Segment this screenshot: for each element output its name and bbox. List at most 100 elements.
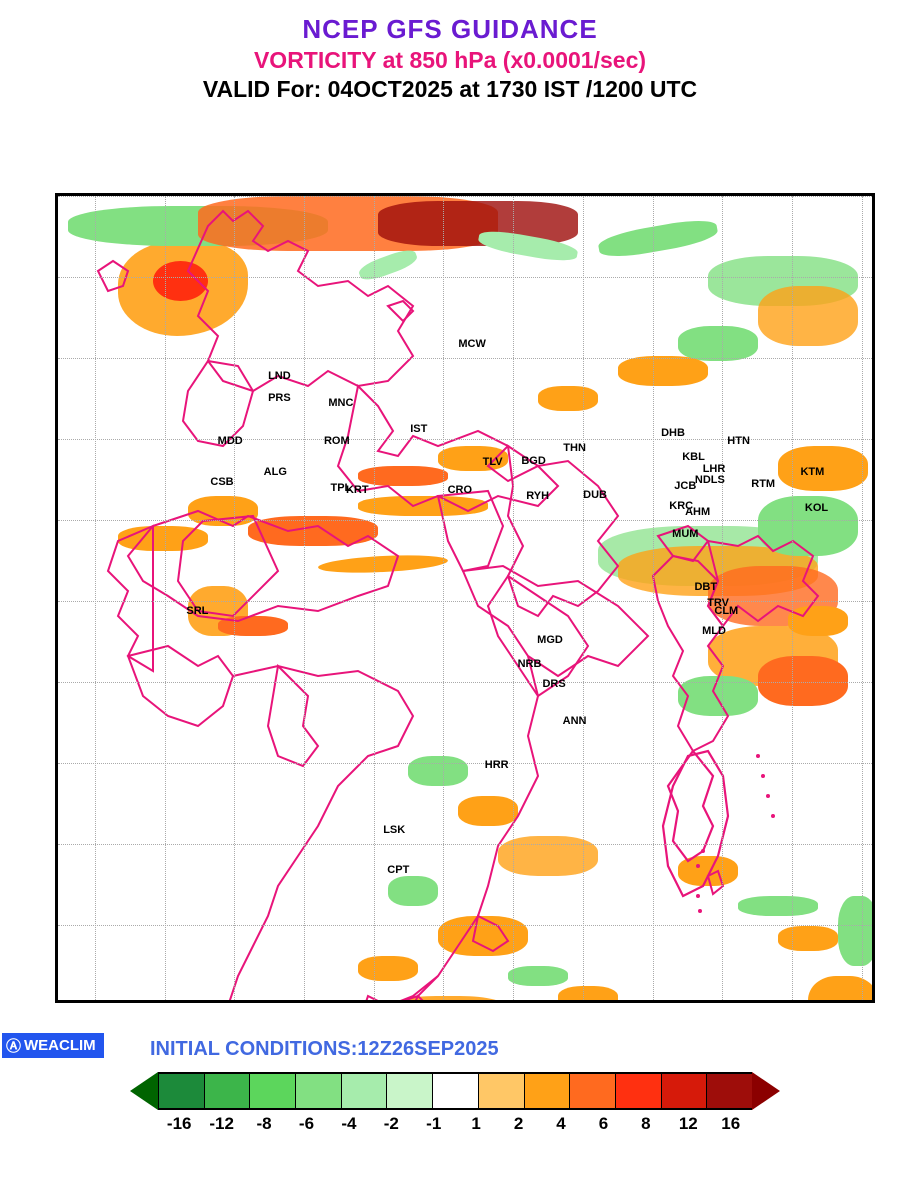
colorbar-tick: 16	[709, 1114, 751, 1134]
initial-conditions-label: INITIAL CONDITIONS:12Z26SEP2025	[150, 1038, 499, 1061]
city-label-mum: MUM	[672, 528, 698, 540]
city-label-mld: MLD	[702, 625, 726, 637]
colorbar-segment	[615, 1072, 661, 1110]
colorbar-tick: -4	[328, 1114, 370, 1134]
colorbar-tick: -12	[200, 1114, 242, 1134]
colorbar-arrow-high	[752, 1072, 780, 1110]
city-label-srl: SRL	[186, 605, 208, 617]
longitude-gridline	[443, 196, 444, 1000]
latitude-gridline	[58, 925, 872, 926]
longitude-gridline	[792, 196, 793, 1000]
longitude-gridline	[234, 196, 235, 1000]
city-label-kol: KOL	[805, 502, 828, 514]
latitude-tick	[55, 439, 58, 441]
city-label-jcb: JCB	[674, 480, 696, 492]
title-line2: VORTICITY at 850 hPa (x0.0001/sec)	[0, 47, 900, 74]
map-canvas[interactable]: 20W10W010E20E30E40E50E60E70E80E90E60N50N…	[55, 193, 875, 1003]
longitude-gridline	[653, 196, 654, 1000]
city-label-mgd: MGD	[537, 634, 563, 646]
longitude-gridline	[95, 196, 96, 1000]
colorbar-segment	[478, 1072, 524, 1110]
latitude-tick	[55, 925, 58, 927]
longitude-gridline	[165, 196, 166, 1000]
latitude-gridline	[58, 358, 872, 359]
colorbar-segment	[249, 1072, 295, 1110]
city-label-kbl: KBL	[682, 451, 705, 463]
city-label-mnc: MNC	[328, 397, 353, 409]
title-line3: VALID For: 04OCT2025 at 1730 IST /1200 U…	[0, 76, 900, 103]
city-label-thn: THN	[563, 442, 586, 454]
city-label-ktm: KTM	[800, 466, 824, 478]
city-label-htn: HTN	[727, 435, 750, 447]
latitude-tick	[55, 196, 58, 198]
latitude-tick	[55, 277, 58, 279]
city-label-prs: PRS	[268, 392, 291, 404]
latitude-gridline	[58, 682, 872, 683]
city-label-drs: DRS	[542, 678, 565, 690]
city-label-alg: ALG	[264, 466, 287, 478]
colorbar-segment	[432, 1072, 478, 1110]
city-label-clm: CLM	[714, 605, 738, 617]
copyright-icon: Ⓐ	[6, 1035, 21, 1056]
city-label-dbt: DBT	[694, 581, 717, 593]
city-label-dub: DUB	[583, 489, 607, 501]
colorbar-tick: -16	[158, 1114, 200, 1134]
colorbar-segment	[706, 1072, 752, 1110]
colorbar-tick: -8	[243, 1114, 285, 1134]
city-label-hrr: HRR	[485, 759, 509, 771]
city-label-mdd: MDD	[218, 435, 243, 447]
city-label-rtm: RTM	[751, 478, 775, 490]
colorbar-tick: -1	[413, 1114, 455, 1134]
city-label-ndls: NDLS	[695, 474, 725, 486]
colorbar-arrow-low	[130, 1072, 158, 1110]
city-label-dhb: DHB	[661, 427, 685, 439]
colorbar[interactable]: -16 -12 -8 -6 -4 -2 -1 1 2 4 6 8 12 16	[130, 1072, 780, 1134]
colorbar-tick: 12	[667, 1114, 709, 1134]
colorbar-segment	[204, 1072, 250, 1110]
latitude-tick	[55, 844, 58, 846]
colorbar-segment	[524, 1072, 570, 1110]
latitude-tick	[55, 763, 58, 765]
latitude-gridline	[58, 601, 872, 602]
city-label-bgd: BGD	[521, 455, 545, 467]
colorbar-segment	[569, 1072, 615, 1110]
colorbar-tick: 6	[582, 1114, 624, 1134]
latitude-tick	[55, 358, 58, 360]
city-label-mcw: MCW	[458, 338, 486, 350]
header-block: NCEP GFS GUIDANCE VORTICITY at 850 hPa (…	[0, 0, 900, 103]
longitude-gridline	[583, 196, 584, 1000]
colorbar-tick: -2	[370, 1114, 412, 1134]
city-label-cro: CRO	[448, 484, 472, 496]
weaclim-logo: Ⓐ WEACLIM	[2, 1033, 104, 1058]
city-label-cpt: CPT	[387, 864, 409, 876]
city-label-krt: KRT	[346, 484, 369, 496]
colorbar-tick: -6	[285, 1114, 327, 1134]
city-label-tlv: TLV	[483, 456, 503, 468]
city-label-lsk: LSK	[383, 824, 405, 836]
colorbar-tick: 4	[540, 1114, 582, 1134]
colorbar-segment	[386, 1072, 432, 1110]
longitude-gridline	[862, 196, 863, 1000]
colorbar-tick: 1	[455, 1114, 497, 1134]
title-line1: NCEP GFS GUIDANCE	[0, 14, 900, 45]
colorbar-segment	[341, 1072, 387, 1110]
latitude-tick	[55, 601, 58, 603]
latitude-gridline	[58, 520, 872, 521]
city-label-ist: IST	[410, 423, 427, 435]
city-label-ahm: AHM	[685, 506, 710, 518]
latitude-tick	[55, 520, 58, 522]
city-label-ann: ANN	[563, 715, 587, 727]
colorbar-segment	[661, 1072, 707, 1110]
city-label-csb: CSB	[210, 476, 233, 488]
longitude-gridline	[374, 196, 375, 1000]
colorbar-segment	[295, 1072, 341, 1110]
city-label-nrb: NRB	[518, 658, 542, 670]
latitude-tick	[55, 682, 58, 684]
latitude-gridline	[58, 277, 872, 278]
latitude-gridline	[58, 196, 872, 197]
longitude-gridline	[513, 196, 514, 1000]
colorbar-tick: 8	[625, 1114, 667, 1134]
city-label-lnd: LND	[268, 370, 291, 382]
colorbar-segment	[158, 1072, 204, 1110]
latitude-gridline	[58, 763, 872, 764]
